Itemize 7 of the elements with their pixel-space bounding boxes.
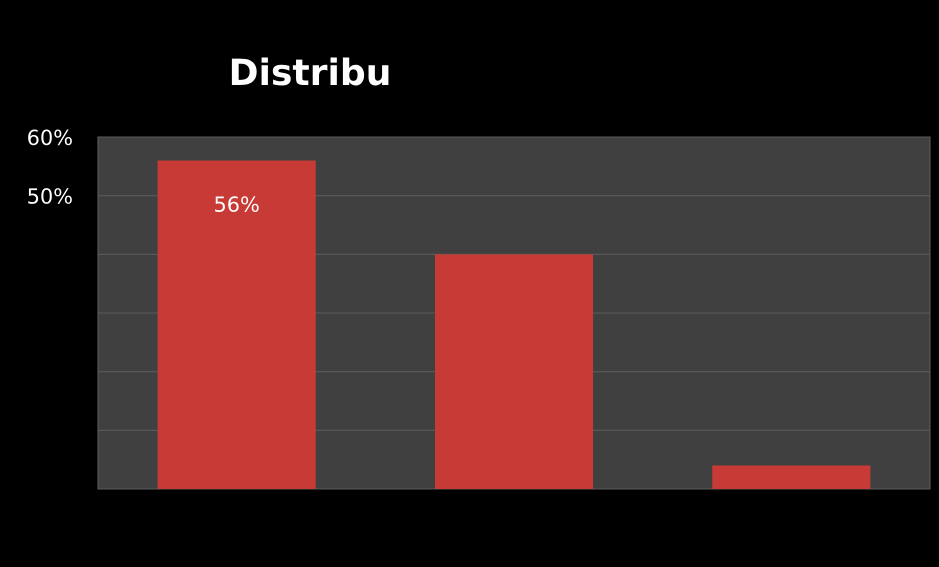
y-tick-label: 50% — [28, 188, 72, 204]
bar — [712, 466, 870, 489]
y-tick-label: 60% — [28, 129, 72, 146]
bar — [158, 160, 316, 489]
bar — [434, 254, 594, 489]
data-label: 56% — [215, 196, 259, 212]
chart-title: Distribu — [232, 58, 388, 86]
